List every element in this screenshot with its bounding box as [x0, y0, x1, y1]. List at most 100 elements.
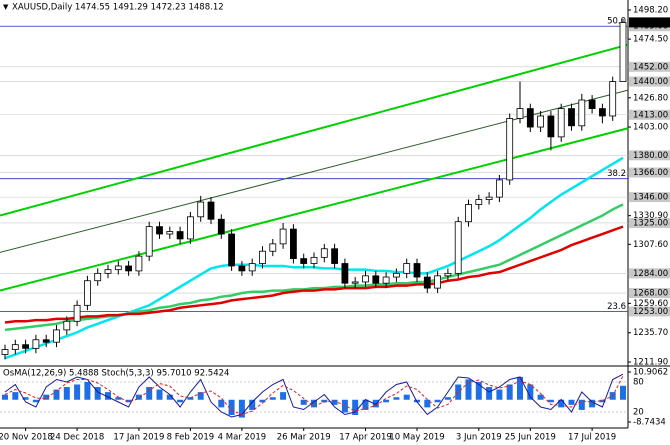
osma-bar [537, 394, 544, 400]
candle-body [537, 115, 544, 128]
candle-body [176, 231, 184, 240]
candle-body [619, 22, 627, 82]
candle-body [114, 265, 122, 271]
candle-body [217, 218, 225, 235]
candle-body [351, 281, 359, 284]
candle-body [341, 263, 349, 284]
osma-bar [578, 399, 585, 410]
candle-body [485, 196, 493, 200]
y-tick-label: 1474.50 [633, 35, 668, 45]
level-label: 1380.00 [633, 151, 668, 161]
x-tick-label: 26 Mar 2019 [277, 433, 331, 443]
osma-bar [599, 399, 606, 403]
candle-body [22, 344, 30, 349]
osma-bar [486, 387, 493, 400]
osma-bar [84, 381, 91, 400]
level-label: 1346.00 [633, 193, 668, 203]
y-tick-label: 1235.70 [633, 328, 668, 338]
y-tick-label: 1307.60 [633, 240, 668, 250]
osma-bar [94, 387, 101, 400]
x-tick-label: 17 Apr 2019 [339, 433, 392, 443]
candle-body [125, 265, 132, 272]
osma-bar [300, 399, 307, 405]
candle-body [331, 248, 339, 264]
osma-bar [177, 399, 184, 403]
osma-bar [372, 399, 379, 408]
osma-bar [197, 392, 204, 400]
y-tick-label: 1259.60 [633, 299, 668, 309]
osma-bar [269, 397, 276, 400]
candle-body [495, 179, 503, 198]
candle-body [578, 99, 586, 127]
level-box [629, 288, 670, 299]
osma-bar [115, 397, 122, 400]
osma-bar [568, 399, 575, 405]
candle-body [609, 81, 617, 117]
candle-body [300, 258, 308, 264]
candle-body [362, 275, 369, 283]
level-box [629, 217, 670, 228]
x-tick-label: 25 Jun 2019 [505, 433, 556, 443]
candle-body [289, 228, 297, 260]
osma-bar [2, 394, 8, 400]
x-tick-label: 10 May 2019 [389, 433, 444, 443]
osma-bar [321, 399, 328, 403]
candle-body [506, 118, 514, 181]
stoch-tick-label: 80 [633, 378, 644, 388]
candle-body [11, 344, 19, 350]
candle-body [526, 108, 534, 128]
chart-title: XAUUSD,Daily 1474.55 1491.29 1472.23 148… [12, 3, 224, 13]
level-label: 1413.00 [633, 110, 668, 120]
osma-bar [259, 399, 266, 403]
osma-bar [558, 399, 565, 408]
osma-bar [424, 399, 431, 408]
osma-bar [135, 394, 142, 400]
level-label: 1452.00 [633, 62, 668, 72]
level-label: 1325.00 [633, 218, 668, 228]
osma-bar [228, 399, 235, 416]
osma-bar [444, 397, 451, 400]
level-label: 1253.00 [633, 307, 668, 317]
candle-body [42, 339, 50, 343]
osma-bar [393, 397, 400, 400]
candle-body [372, 275, 380, 284]
osma-bar [74, 384, 81, 400]
y-tick-label: 1403.00 [633, 123, 668, 133]
candle-body [32, 339, 40, 349]
osma-bar [32, 399, 39, 403]
candle-body [73, 304, 81, 322]
moving-average [4, 225, 624, 324]
channel-line [0, 43, 629, 217]
level-label: 1440.00 [633, 77, 668, 87]
osma-bar [156, 389, 163, 400]
x-tick-label: 24 Dec 2018 [50, 433, 104, 443]
candle-body [135, 255, 143, 272]
x-tick-label: 17 Jan 2019 [113, 433, 164, 443]
candle-body [53, 329, 60, 343]
stoch-signal-line [4, 375, 624, 416]
candle-body [238, 265, 246, 272]
candle-body [228, 233, 236, 267]
osma-bar [547, 399, 554, 403]
level-box [629, 76, 670, 87]
osma-bar [475, 381, 482, 400]
osma-bar [280, 392, 287, 400]
osma-bar [43, 394, 50, 400]
osma-tick-label: -8.7434 [633, 418, 666, 428]
level-label: 1366.00 [633, 168, 668, 178]
plot: 1498.20 1474.50 1426.80 1403.00 1330.90 1307.… [0, 6, 670, 443]
osma-bar [125, 399, 132, 403]
candle-body [423, 276, 431, 289]
candle-body [547, 115, 555, 138]
level-box [629, 61, 670, 72]
level-label: 1268.00 [633, 289, 668, 299]
osma-bar [146, 387, 153, 400]
level-box [629, 150, 670, 161]
osma-bar [105, 392, 111, 400]
level-box [629, 192, 670, 203]
candle-body [166, 231, 174, 235]
osma-bar [589, 399, 596, 408]
osma-bar [53, 389, 60, 400]
osma-bar [331, 399, 338, 405]
